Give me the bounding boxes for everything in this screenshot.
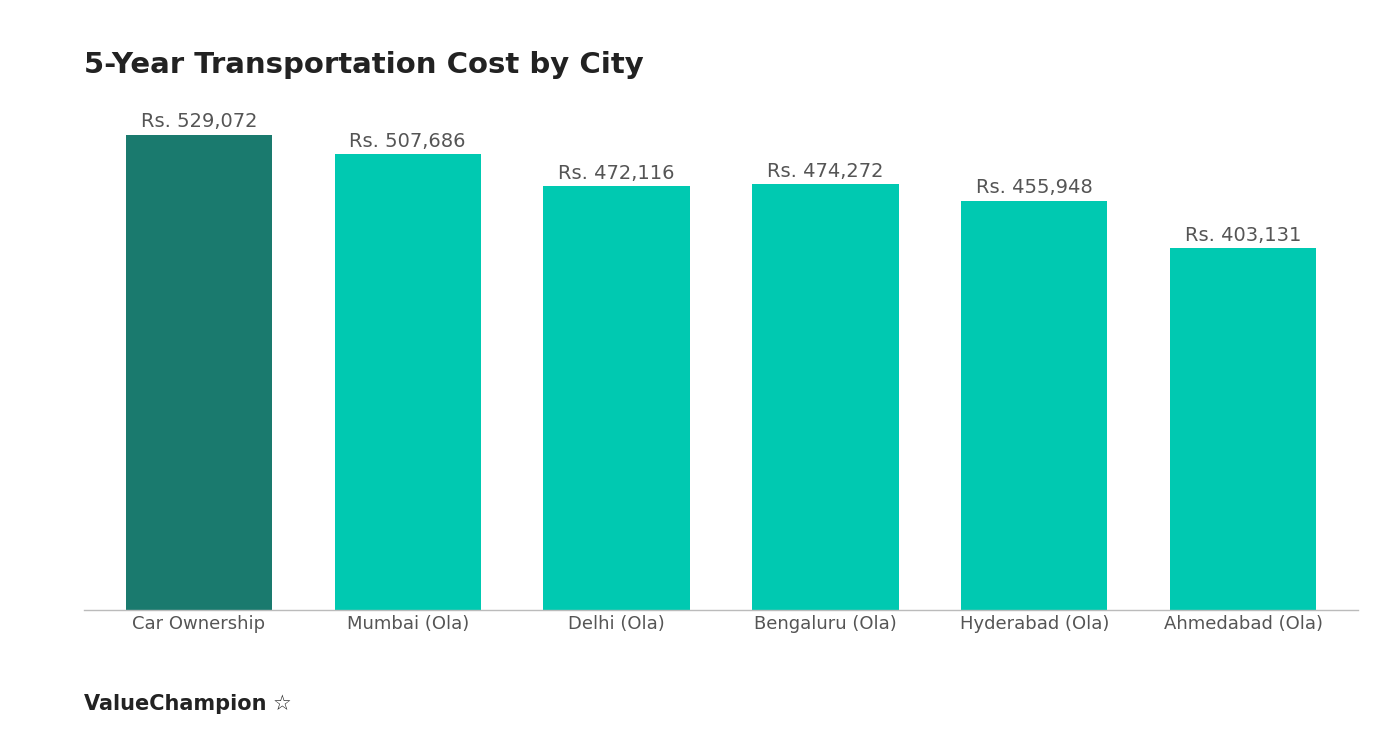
Text: ☆: ☆ xyxy=(273,694,291,714)
Text: Rs. 529,072: Rs. 529,072 xyxy=(140,112,258,132)
Text: Rs. 472,116: Rs. 472,116 xyxy=(559,164,675,182)
Bar xyxy=(126,135,272,610)
Bar xyxy=(1170,248,1316,610)
Bar xyxy=(335,154,480,610)
Text: Rs. 507,686: Rs. 507,686 xyxy=(350,132,466,150)
Bar xyxy=(543,186,690,610)
Text: ValueChampion: ValueChampion xyxy=(84,694,274,714)
Text: Rs. 403,131: Rs. 403,131 xyxy=(1184,225,1302,245)
Bar xyxy=(962,201,1107,610)
Text: 5-Year Transportation Cost by City: 5-Year Transportation Cost by City xyxy=(84,51,644,79)
Text: Rs. 474,272: Rs. 474,272 xyxy=(767,161,883,181)
Text: Rs. 455,948: Rs. 455,948 xyxy=(976,178,1092,197)
Bar xyxy=(752,185,899,610)
